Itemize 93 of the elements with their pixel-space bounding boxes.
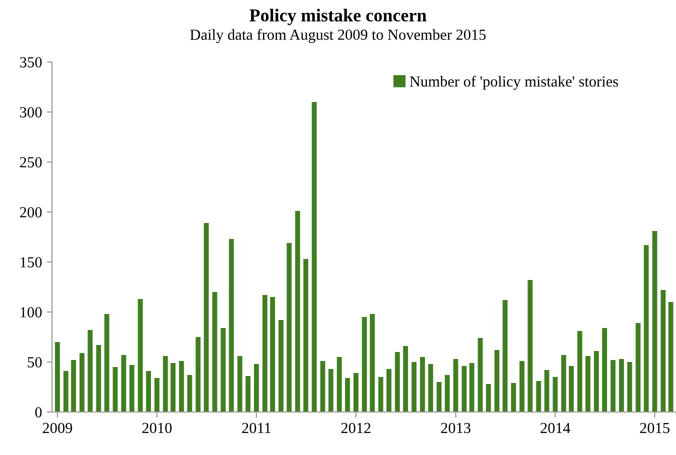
bar bbox=[436, 382, 442, 412]
bar bbox=[370, 314, 375, 412]
bar bbox=[220, 328, 226, 412]
bar bbox=[602, 328, 608, 412]
bar bbox=[212, 292, 218, 412]
bar bbox=[619, 359, 624, 412]
bar bbox=[96, 345, 102, 412]
bar bbox=[121, 355, 126, 412]
bar bbox=[362, 317, 367, 412]
bar bbox=[354, 373, 358, 412]
bar bbox=[129, 365, 134, 412]
bar bbox=[652, 231, 658, 412]
x-tick-label: 2012 bbox=[341, 422, 370, 434]
bar bbox=[179, 361, 184, 412]
bar bbox=[520, 361, 524, 412]
x-tick-label: 2014 bbox=[540, 422, 570, 434]
bar bbox=[320, 361, 326, 412]
bar bbox=[270, 297, 275, 412]
legend-label: Number of 'policy mistake' stories bbox=[410, 76, 618, 90]
bar bbox=[403, 346, 408, 412]
bar bbox=[610, 360, 616, 412]
bar bbox=[544, 370, 550, 412]
bar bbox=[154, 378, 160, 412]
chart-subtitle: Daily data from August 2009 to November 2015 bbox=[190, 28, 486, 44]
bar bbox=[627, 362, 632, 412]
chart-title: Policy mistake concern bbox=[250, 8, 426, 26]
bar bbox=[660, 290, 666, 412]
bar bbox=[63, 371, 68, 412]
bar bbox=[444, 375, 450, 412]
bar bbox=[303, 259, 308, 412]
bar bbox=[286, 243, 292, 412]
bar bbox=[528, 280, 533, 412]
bar bbox=[328, 369, 334, 412]
bar bbox=[312, 102, 317, 412]
bar bbox=[462, 366, 467, 412]
bar bbox=[196, 337, 201, 412]
bar bbox=[112, 367, 118, 412]
bar bbox=[486, 384, 491, 412]
bar bbox=[295, 211, 300, 412]
y-tick-label: 0 bbox=[35, 407, 42, 418]
y-tick-label: 200 bbox=[20, 207, 42, 218]
y-tick-label: 350 bbox=[20, 57, 42, 68]
bar bbox=[536, 381, 542, 412]
bar bbox=[71, 360, 76, 412]
bar bbox=[146, 371, 151, 412]
bar bbox=[502, 300, 508, 412]
bar bbox=[187, 375, 192, 412]
bar bbox=[228, 239, 234, 412]
y-tick-label: 250 bbox=[20, 157, 42, 168]
y-tick-label: 300 bbox=[20, 107, 42, 118]
bar bbox=[246, 376, 250, 412]
bar bbox=[469, 363, 474, 412]
bar bbox=[412, 362, 416, 412]
bar bbox=[585, 356, 590, 412]
bar bbox=[420, 357, 425, 412]
y-tick-label: 50 bbox=[28, 357, 42, 368]
bar bbox=[386, 369, 392, 412]
x-tick-label: 2010 bbox=[142, 422, 172, 434]
bar bbox=[204, 223, 209, 412]
x-tick-label: 2011 bbox=[242, 422, 271, 434]
bar bbox=[278, 320, 284, 412]
x-tick-label: 2015 bbox=[640, 422, 670, 434]
bar bbox=[138, 299, 143, 412]
bar bbox=[428, 364, 434, 412]
bar bbox=[254, 364, 259, 412]
bar bbox=[262, 295, 268, 412]
bar bbox=[561, 355, 566, 412]
bar bbox=[345, 378, 350, 412]
x-tick-label: 2013 bbox=[441, 422, 470, 434]
bar bbox=[170, 363, 176, 412]
bar bbox=[511, 383, 516, 412]
bar bbox=[378, 377, 384, 412]
bar bbox=[55, 342, 60, 412]
bar bbox=[394, 352, 400, 412]
bar bbox=[336, 357, 342, 412]
bar bbox=[552, 377, 558, 412]
bar bbox=[104, 314, 110, 412]
bar bbox=[644, 245, 649, 412]
bar bbox=[577, 331, 582, 412]
bar bbox=[80, 353, 84, 412]
bar bbox=[453, 359, 458, 412]
y-tick-label: 150 bbox=[20, 257, 42, 268]
y-tick-label: 100 bbox=[20, 307, 42, 318]
bar bbox=[494, 350, 500, 412]
x-tick-label: 2009 bbox=[42, 422, 72, 434]
bar bbox=[636, 323, 641, 412]
bar bbox=[568, 366, 574, 412]
bar bbox=[594, 351, 599, 412]
bar bbox=[162, 356, 168, 412]
bar bbox=[668, 302, 674, 412]
bar bbox=[237, 356, 242, 412]
bar bbox=[478, 338, 483, 412]
bar bbox=[88, 330, 93, 412]
